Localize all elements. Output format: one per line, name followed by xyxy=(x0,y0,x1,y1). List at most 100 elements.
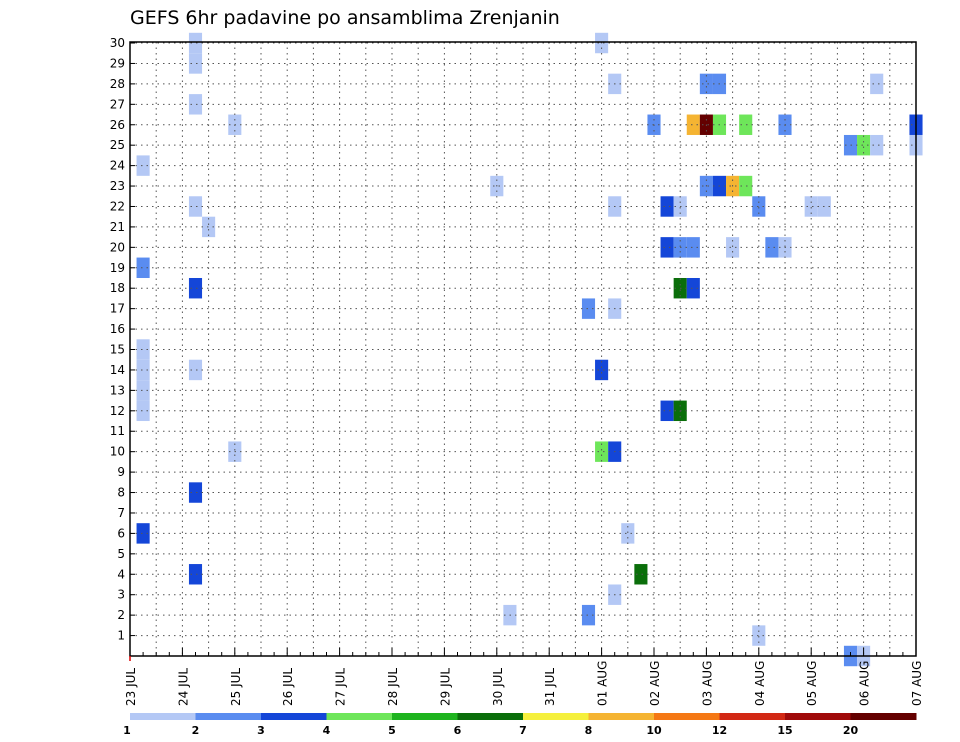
precip-cell xyxy=(136,359,150,381)
precip-cell xyxy=(752,625,766,646)
chart-title: GEFS 6hr padavine po ansamblima Zrenjani… xyxy=(130,7,560,29)
colorbar-label: 7 xyxy=(519,724,527,737)
x-tick-label: 30 JUL xyxy=(491,668,505,706)
precip-cell xyxy=(765,237,779,258)
precip-cell xyxy=(581,604,596,626)
precip-cell xyxy=(621,523,635,544)
precip-cell xyxy=(136,400,150,422)
colorbar-swatch xyxy=(523,713,589,720)
colorbar-swatch xyxy=(130,713,196,720)
precip-cell xyxy=(804,196,818,217)
x-tick-label: 24 JUL xyxy=(176,668,190,706)
precip-cell xyxy=(188,53,203,74)
y-tick-label: 20 xyxy=(110,240,125,254)
precip-cell xyxy=(202,216,216,238)
precip-cell xyxy=(136,380,150,401)
x-tick-label: 27 JUL xyxy=(334,668,348,706)
precip-cell xyxy=(188,482,203,503)
y-tick-label: 24 xyxy=(110,159,125,173)
y-tick-label: 14 xyxy=(110,363,125,377)
y-tick-label: 9 xyxy=(117,465,125,479)
colorbar-swatch xyxy=(785,713,851,720)
colorbar-label: 12 xyxy=(712,724,727,737)
y-tick-label: 17 xyxy=(110,302,125,316)
precip-cell xyxy=(136,523,150,544)
grid-lines xyxy=(130,42,916,656)
x-tick-label: 02 AUG xyxy=(648,661,662,706)
colorbar-swatch xyxy=(392,713,458,720)
precip-cell xyxy=(752,196,766,217)
colorbar-swatch xyxy=(588,713,655,720)
y-tick-label: 5 xyxy=(117,547,125,561)
precip-cell xyxy=(870,73,884,95)
colorbar-label: 6 xyxy=(454,724,462,737)
colorbar-swatch xyxy=(850,713,917,720)
y-tick-label: 11 xyxy=(110,424,125,438)
y-tick-label: 4 xyxy=(117,567,125,581)
colorbar: 1 2 3 4 5 6 7 8 10 12 15 20 xyxy=(123,713,917,737)
colorbar-swatch xyxy=(457,713,524,720)
x-tick-label: 29 JUL xyxy=(438,668,452,706)
precip-cell xyxy=(739,114,753,135)
precip-cell xyxy=(634,564,648,585)
colorbar-label: 15 xyxy=(777,724,792,737)
x-tick-label: 07 AUG xyxy=(910,661,924,706)
colorbar-label: 1 xyxy=(123,724,131,737)
precip-cell xyxy=(188,564,203,585)
y-axis: 1234567891011121314151617181920212223242… xyxy=(110,36,135,643)
y-tick-label: 30 xyxy=(110,36,125,50)
y-tick-label: 21 xyxy=(110,220,125,234)
precip-cell xyxy=(188,359,203,381)
colorbar-label: 2 xyxy=(192,724,200,737)
x-tick-label: 26 JUL xyxy=(281,668,295,706)
precip-cell xyxy=(581,298,596,319)
x-tick-label: 05 AUG xyxy=(805,661,819,706)
precip-cell xyxy=(870,134,884,156)
x-tick-label: 23 JUL xyxy=(124,668,138,706)
y-tick-label: 2 xyxy=(117,608,125,622)
y-tick-label: 8 xyxy=(117,486,125,500)
y-tick-label: 16 xyxy=(110,322,125,336)
y-tick-label: 27 xyxy=(110,97,125,111)
y-tick-label: 1 xyxy=(117,629,125,643)
precip-cell xyxy=(857,134,871,156)
x-tick-label: 06 AUG xyxy=(858,661,872,706)
precip-cell xyxy=(595,441,609,462)
precip-cell xyxy=(188,32,203,54)
y-tick-label: 18 xyxy=(110,281,125,295)
y-tick-label: 25 xyxy=(110,138,125,152)
precip-cell xyxy=(660,400,674,422)
precip-cell xyxy=(136,257,150,278)
precip-cell xyxy=(739,175,753,197)
precip-cell xyxy=(660,196,674,217)
colorbar-swatch xyxy=(195,713,262,720)
x-tick-label: 31 JUL xyxy=(543,668,557,706)
precip-cell xyxy=(136,155,150,176)
y-tick-label: 12 xyxy=(110,404,125,418)
x-tick-label: 28 JUL xyxy=(386,668,400,706)
x-tick-label: 03 AUG xyxy=(700,661,714,706)
plot-frame xyxy=(129,41,917,657)
colorbar-swatch xyxy=(719,713,786,720)
colorbar-label: 3 xyxy=(257,724,265,737)
colorbar-label: 10 xyxy=(646,724,662,737)
colorbar-swatch xyxy=(654,713,720,720)
y-tick-label: 15 xyxy=(110,343,125,357)
x-tick-label: 25 JUL xyxy=(229,668,243,706)
colorbar-swatch xyxy=(261,713,327,720)
colorbar-label: 8 xyxy=(585,724,593,737)
x-axis: 23 JUL 24 JUL 25 JUL 26 JUL 27 JUL 28 JUL 29 J… xyxy=(124,648,924,706)
precip-cell xyxy=(595,359,609,381)
precip-cell xyxy=(686,237,700,258)
x-tick-label: 04 AUG xyxy=(753,661,767,706)
y-tick-label: 22 xyxy=(110,199,125,213)
colorbar-swatch xyxy=(326,713,393,720)
precip-cell xyxy=(686,277,700,299)
x-tick-label: 01 AUG xyxy=(596,661,610,706)
precip-cell xyxy=(660,237,674,258)
y-tick-label: 13 xyxy=(110,383,125,397)
y-tick-label: 23 xyxy=(110,179,125,193)
colorbar-label: 5 xyxy=(388,724,396,737)
precip-cell xyxy=(686,114,700,135)
precip-cell xyxy=(699,73,713,95)
